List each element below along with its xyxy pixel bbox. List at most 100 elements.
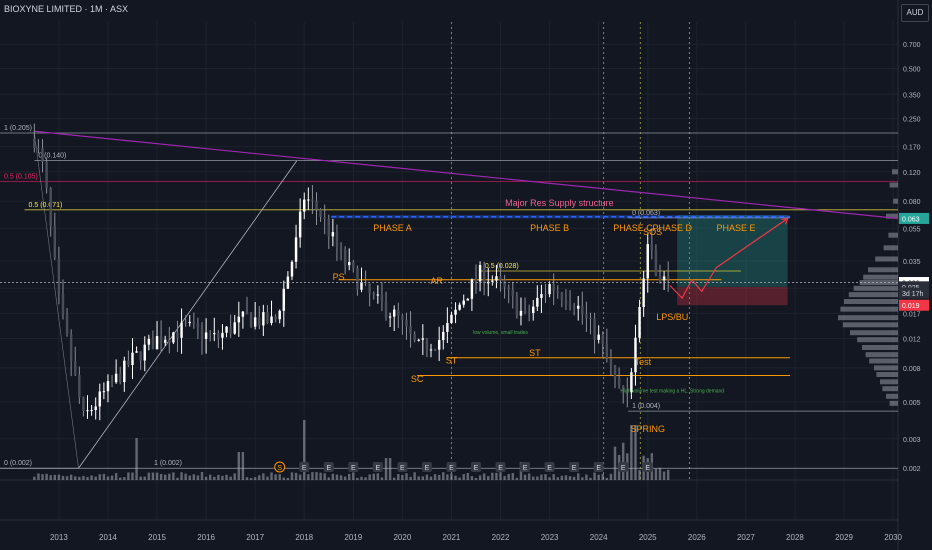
candle-body [646,244,649,279]
volume-profile-bar [880,379,898,385]
earnings-marker-label: E [425,465,430,472]
candle-body [638,307,641,338]
price-tag-label: 0.063 [902,216,920,223]
volume-bar [470,476,474,480]
price-axis-tick: 0.080 [903,199,921,206]
time-axis-tick: 2024 [590,533,608,542]
candle-body [527,311,531,314]
earnings-marker-label: E [376,465,381,472]
candle-body [221,332,224,338]
volume-bar [286,477,290,480]
candle-body [433,349,437,351]
volume-profile-bar [875,256,898,262]
fib-level-label: 0 (0.140) [38,153,66,160]
volume-profile-bar [863,274,898,280]
candle-body [335,232,339,247]
candle-body [576,305,580,309]
candle-body [650,244,654,250]
candle-body [429,349,433,351]
time-axis-tick: 2026 [688,533,706,542]
earnings-marker-label: E [498,465,503,472]
candle-body [376,294,380,296]
chart-annotation: Test [635,357,652,367]
volume-bar [106,476,110,480]
volume-bar [327,477,331,480]
volume-bar [511,473,515,480]
volume-bar [347,473,351,480]
volume-bar [495,472,498,480]
price-axis-tick: 0.120 [903,170,921,177]
currency-button[interactable]: AUD [901,4,929,22]
volume-bar [180,472,183,480]
candle-body [368,283,371,294]
candle-body [176,332,179,338]
volume-bar [593,472,596,480]
earnings-marker-label: E [645,465,650,472]
candle-body [654,249,658,276]
volume-bar [429,476,433,480]
candle-body [118,373,122,383]
candle-body [425,338,429,350]
volume-bar [57,474,61,480]
volume-bar [339,475,343,480]
candle-body [168,339,171,343]
fib-level-label: 0.5 (0.105) [4,173,38,180]
candle-body [45,161,48,188]
chart-annotation: PHASE E [717,223,756,233]
volume-bar [552,474,555,480]
volume-profile-bar [865,352,898,358]
candle-body [581,305,584,314]
volume-profile-bar [874,365,898,371]
candle-body [262,312,265,326]
volume-bar [233,473,236,480]
volume-bar [450,473,453,480]
volume-bar [442,472,445,480]
volume-bar [515,477,519,480]
price-tag [899,212,929,224]
volume-bar [478,475,482,480]
split-marker [274,461,286,473]
time-axis-tick: 2021 [443,533,461,542]
volume-bar [384,458,388,480]
candle-body [405,319,408,327]
volume-bar [229,476,232,480]
candle-body [298,211,302,238]
volume-bar [634,425,637,480]
volume-bar [262,473,265,480]
volume-profile-bar [857,337,898,343]
volume-bar [540,474,543,480]
candle-body [409,326,412,335]
volume-bar [454,475,457,480]
volume-profile-bar [889,400,898,406]
candle-body [421,338,425,340]
volume-bar [278,474,281,480]
volume-bar [437,474,441,480]
volume-bar [523,474,527,480]
candle-body [229,326,232,334]
purple-downtrend-line [34,130,899,220]
volume-bar [241,452,245,480]
candle-body [597,334,600,340]
volume-bar [274,474,277,480]
volume-bar [487,476,490,480]
volume-profile-bar [892,169,898,175]
volume-bar [303,420,306,480]
earnings-marker-label: E [596,465,601,472]
chart-annotation: High volume test making a HL. Strong dem… [620,388,724,394]
volume-bar [221,475,224,480]
earnings-marker-label: E [302,465,307,472]
candle-body [658,275,662,281]
candle-body [82,397,85,412]
volume-bar [123,477,126,480]
volume-bar [597,474,600,480]
symbol-title[interactable]: BIOXYNE LIMITED · 1M · ASX [4,4,129,14]
volume-bar [323,473,326,480]
position-loss-zone [677,286,788,306]
volume-bar [544,474,547,480]
volume-bar [417,476,420,480]
candle-body [605,344,609,358]
volume-bar [425,474,429,480]
candle-body [69,334,73,362]
